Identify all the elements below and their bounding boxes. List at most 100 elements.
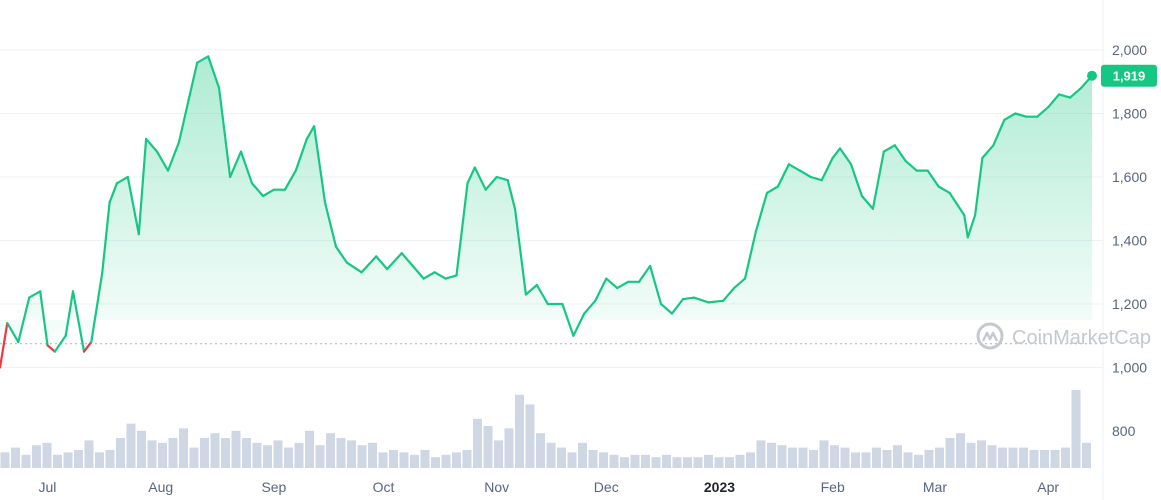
volume-bar: [872, 447, 881, 468]
price-line-segment: [0, 322, 9, 369]
price-line-segment: [294, 137, 308, 172]
price-line-segment: [323, 201, 338, 248]
volume-bar: [977, 440, 986, 468]
price-line-segment: [345, 261, 363, 274]
price-line-segment: [572, 312, 586, 337]
volume-bar: [945, 438, 955, 468]
volume-bar: [546, 442, 556, 468]
volume-bar: [1050, 450, 1060, 468]
price-line-segment: [126, 175, 140, 236]
volume-bar: [620, 457, 629, 468]
price-line-segment: [670, 298, 685, 315]
price-line-segment: [506, 179, 517, 210]
price-line-segment: [386, 252, 403, 271]
volume-bar: [641, 454, 650, 468]
volume-bar: [483, 426, 493, 468]
volume-bar: [1071, 390, 1081, 468]
volume-bar: [1040, 450, 1049, 468]
volume-bar: [273, 440, 283, 468]
price-line-segment: [411, 264, 425, 280]
volume-bar: [452, 452, 461, 468]
price-line-segment: [261, 188, 275, 198]
volume-bar: [137, 430, 146, 468]
price-line-segment: [820, 156, 834, 182]
price-line-segment: [484, 175, 498, 191]
volume-bar: [504, 428, 514, 468]
price-line-segment: [926, 169, 940, 188]
volume-bar: [956, 433, 965, 468]
price-line-segment: [616, 280, 630, 290]
price-line-segment: [765, 185, 780, 194]
price-line-segment: [743, 229, 758, 280]
price-line-segment: [46, 344, 56, 353]
price-line-segment: [1068, 86, 1083, 99]
x-tick-label: Dec: [594, 479, 619, 495]
volume-bar: [714, 457, 724, 468]
price-line-segment: [433, 271, 447, 280]
volume-bar: [347, 440, 356, 468]
price-line-segment: [207, 55, 221, 90]
volume-bar: [525, 404, 535, 468]
y-tick-label: 1,600: [1112, 169, 1147, 185]
volume-bar: [567, 452, 577, 468]
price-line-segment: [455, 182, 469, 277]
volume-bar: [578, 442, 587, 468]
price-line-segment: [334, 245, 349, 264]
price-line-segment: [6, 322, 20, 344]
price-line-segment: [166, 141, 181, 172]
x-tick-label: Nov: [484, 479, 509, 495]
price-line-segment: [82, 341, 93, 353]
price-line-segment: [239, 150, 254, 185]
price-line-segment: [101, 201, 111, 274]
price-line-segment: [513, 207, 528, 296]
watermark-text: CoinMarketCap: [1012, 327, 1151, 349]
price-line-segment: [893, 144, 907, 163]
current-price-label: 1,919: [1113, 69, 1146, 84]
price-line-segment: [992, 118, 1006, 147]
volume-bar: [0, 452, 10, 468]
price-line-segment: [155, 150, 170, 172]
price-line-segment: [637, 264, 652, 283]
y-axis: 1,000 1,200 1,400 1,600 1,800 2,000 800: [1112, 42, 1147, 439]
price-line-segment: [583, 299, 597, 315]
volume-bar: [893, 445, 902, 468]
volume-tick-label: 800: [1112, 423, 1136, 439]
price-line-segment: [177, 93, 191, 144]
volume-bar: [987, 445, 997, 468]
price-line-segment: [966, 214, 977, 239]
volume-bar: [420, 450, 430, 468]
price-line-segment: [754, 191, 769, 233]
price-line-segment: [305, 125, 316, 140]
price-line-segment: [1057, 93, 1072, 99]
volume-bar: [242, 438, 251, 468]
price-line-segment: [400, 252, 414, 267]
volume-bar: [756, 440, 766, 468]
price-line-segment: [535, 283, 549, 306]
price-line-segment: [937, 185, 951, 194]
volume-bar: [735, 454, 745, 468]
price-line-segment: [882, 144, 896, 153]
price-line-segment: [605, 277, 619, 290]
volume-bar: [441, 454, 451, 468]
price-line-segment: [1047, 93, 1061, 109]
x-axis: Jul Aug Sep Oct Nov Dec 2023 Feb Mar Apr: [39, 479, 1060, 495]
volume-bar: [158, 442, 167, 468]
volume-bar: [914, 454, 923, 468]
volume-bar: [1061, 447, 1070, 468]
y-tick-label: 1,200: [1112, 296, 1147, 312]
volume-bar: [630, 454, 640, 468]
price-area: [0, 56, 1092, 368]
volume-bar: [746, 452, 755, 468]
volume-bar: [189, 447, 199, 468]
x-tick-label: Apr: [1037, 479, 1059, 495]
volume-bar: [357, 445, 367, 468]
volume-bar: [494, 440, 503, 468]
volume-bars: [0, 390, 1091, 468]
price-line-segment: [115, 175, 129, 185]
price-line-segment: [831, 147, 842, 159]
volume-bar: [788, 447, 797, 468]
volume-bar: [263, 445, 272, 468]
volume-bar: [809, 450, 818, 468]
price-line-segment: [871, 150, 885, 210]
